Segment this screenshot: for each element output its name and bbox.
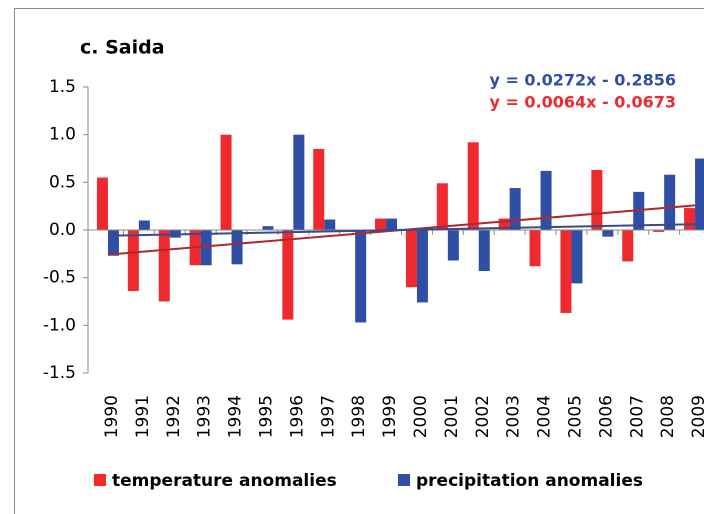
x-tick-label: 1991 [133,395,153,438]
x-tick-label: 1990 [102,395,122,438]
bar [664,174,676,230]
bar [375,218,387,230]
y-tick-label: 1.0 [49,125,76,145]
y-tick-label: 0.5 [49,172,76,192]
x-tick-label: 1995 [256,395,276,438]
bar [293,134,305,230]
bar [498,218,510,230]
legend-swatch [94,474,106,486]
bar [200,230,212,266]
bar [416,230,428,303]
legend-label: precipitation anomalies [416,471,643,491]
chart-title: c. Saida [80,37,165,59]
x-tick-label: 2001 [442,395,462,438]
bar [220,134,232,230]
bar [313,148,325,230]
bar [262,226,274,230]
x-tick-label: 1999 [380,395,400,438]
bar [436,183,448,230]
bar [571,230,583,284]
bar [540,170,552,230]
x-tick-label: 2000 [411,395,431,438]
bar [386,218,398,230]
x-tick-label: 1997 [318,395,338,438]
bar [509,188,521,230]
x-tick-label: 2003 [504,395,524,438]
y-tick-label: -1.5 [43,363,76,383]
y-tick-label: 1.5 [49,77,76,97]
bar [560,230,572,313]
trend-line [107,223,696,237]
x-tick-label: 2008 [658,395,678,438]
legend-swatch [398,474,410,486]
x-tick-label: 2002 [473,395,493,438]
x-tick-label: 1994 [226,395,246,438]
x-tick-label: 1993 [195,395,215,438]
x-tick-label: 2006 [596,395,616,438]
y-tick-label: -0.5 [43,268,76,288]
bar [282,230,294,320]
x-tick-label: 1996 [287,395,307,438]
bar [405,230,417,288]
bar [447,230,459,261]
bar [355,230,367,323]
x-tick-label: 1992 [164,395,184,438]
bar [602,230,614,237]
bar [684,208,696,230]
y-tick-label: 0.0 [49,220,76,240]
bar [467,142,479,230]
x-tick-label: 2007 [627,395,647,438]
y-tick-label: -1.0 [43,315,76,335]
bar [622,230,634,262]
bar [231,230,243,265]
bar [653,230,665,232]
x-tick-label: 1998 [349,395,369,438]
x-tick-label: 2005 [565,395,585,438]
bar [158,230,170,302]
trend-label: y = 0.0272x - 0.2856 [489,71,676,90]
bar [138,220,150,230]
trend-label: y = 0.0064x - 0.0673 [489,93,676,112]
bar [127,230,139,292]
bar [107,230,119,256]
bar [96,177,108,230]
bar [324,219,336,230]
bar [529,230,541,267]
x-tick-label: 2004 [535,395,555,438]
legend-label: temperature anomalies [112,471,337,491]
bar [591,169,603,230]
x-tick-label: 2009 [689,395,704,438]
bar [695,158,704,230]
bar [478,230,490,271]
